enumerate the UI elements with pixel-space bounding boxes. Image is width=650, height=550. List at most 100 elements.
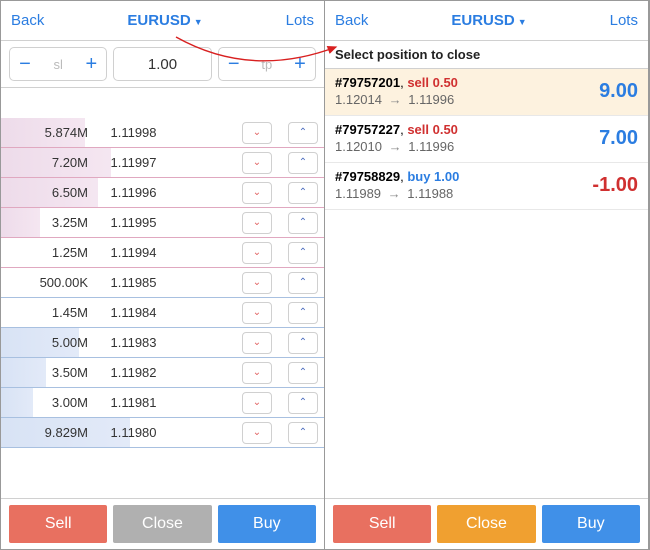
buy-button[interactable]: Buy — [218, 505, 316, 543]
row-buy-button[interactable]: ⌃ — [288, 302, 318, 324]
row-sell-button[interactable]: ⌄ — [242, 302, 272, 324]
row-buy-button[interactable]: ⌃ — [288, 272, 318, 294]
arrow-icon — [388, 186, 401, 201]
sell-button[interactable]: Sell — [9, 505, 107, 543]
row-sell-button[interactable]: ⌄ — [242, 122, 272, 144]
symbol-selector[interactable]: EURUSD — [127, 12, 202, 29]
depth-row-ask: 7.20M1.11997 ⌄ ⌃ — [1, 148, 324, 178]
volume-cell: 1.25M — [1, 245, 96, 260]
price-cell: 1.11982 — [96, 365, 171, 380]
position-info: #79758829, buy 1.001.11989 1.11988 — [335, 169, 592, 201]
sl-stepper: − sl + — [9, 47, 107, 81]
lots-button[interactable]: Lots — [610, 12, 638, 29]
sell-button[interactable]: Sell — [333, 505, 431, 543]
depth-row-bid: 9.829M1.11980⌄⌃ — [1, 418, 324, 448]
row-buy-button[interactable]: ⌃ — [288, 242, 318, 264]
chevron-down-icon: ⌄ — [253, 427, 261, 438]
chevron-up-icon: ⌃ — [299, 217, 307, 228]
chevron-down-icon: ⌄ — [253, 217, 261, 228]
tp-input[interactable]: tp — [249, 57, 285, 72]
sl-input[interactable]: sl — [40, 57, 76, 72]
volume-stepper: 1.00 — [113, 47, 211, 81]
row-sell-button[interactable]: ⌄ — [242, 422, 272, 444]
position-row[interactable]: #79757227, sell 0.501.12010 1.119967.00 — [325, 116, 648, 163]
volume-cell: 5.00M — [1, 335, 96, 350]
chevron-down-icon: ⌄ — [253, 157, 261, 168]
plus-icon[interactable]: + — [285, 49, 315, 79]
symbol-selector[interactable]: EURUSD — [451, 12, 526, 29]
volume-cell: 3.00M — [1, 395, 96, 410]
depth-row-ask: 6.50M1.11996⌄⌃ — [1, 178, 324, 208]
volume-input[interactable]: 1.00 — [114, 56, 210, 73]
price-cell: 1.11983 — [96, 335, 171, 350]
depth-row-ask: 1.25M1.11994 ⌄ ⌃ — [1, 238, 324, 268]
back-button[interactable]: Back — [11, 12, 44, 29]
position-pnl: 9.00 — [599, 80, 638, 103]
position-side: sell 0.50 — [407, 75, 458, 90]
chevron-up-icon: ⌃ — [299, 307, 307, 318]
chevron-down-icon: ⌄ — [253, 307, 261, 318]
chevron-down-icon: ⌄ — [253, 337, 261, 348]
row-sell-button[interactable]: ⌄ — [242, 332, 272, 354]
position-row[interactable]: #79758829, buy 1.001.11989 1.11988-1.00 — [325, 163, 648, 210]
top-bar: Back EURUSD Lots — [1, 1, 324, 41]
arrow-icon — [389, 139, 402, 154]
back-button[interactable]: Back — [335, 12, 368, 29]
chevron-down-icon: ⌄ — [253, 277, 261, 288]
position-side: sell 0.50 — [407, 122, 458, 137]
row-sell-button[interactable]: ⌄ — [242, 362, 272, 384]
row-sell-button[interactable]: ⌄ — [242, 242, 272, 264]
price-cell: 1.11984 — [96, 305, 171, 320]
bottom-bar: Sell Close Buy — [1, 498, 324, 549]
row-buy-button[interactable]: ⌃ — [288, 422, 318, 444]
tp-stepper: − tp + — [218, 47, 316, 81]
minus-icon[interactable]: − — [219, 49, 249, 79]
position-id: #79757201 — [335, 75, 400, 90]
depth-row-ask: 3.25M1.11995⌄⌃ — [1, 208, 324, 238]
position-row[interactable]: #79757201, sell 0.501.12014 1.119969.00 — [325, 69, 648, 116]
price-cell: 1.11997 — [96, 155, 171, 170]
order-pane: Back EURUSD Lots − sl + 1.00 − tp + 5.87… — [1, 1, 325, 549]
row-buy-button[interactable]: ⌃ — [288, 152, 318, 174]
close-button[interactable]: Close — [437, 505, 535, 543]
row-sell-button[interactable]: ⌄ — [242, 392, 272, 414]
row-buy-button[interactable]: ⌃ — [288, 122, 318, 144]
position-id: #79758829 — [335, 169, 400, 184]
lots-button[interactable]: Lots — [286, 12, 314, 29]
chevron-down-icon: ⌄ — [253, 397, 261, 408]
position-prices: 1.12010 1.11996 — [335, 139, 599, 154]
minus-icon[interactable]: − — [10, 49, 40, 79]
volume-cell: 3.25M — [1, 215, 96, 230]
row-buy-button[interactable]: ⌃ — [288, 212, 318, 234]
chevron-up-icon: ⌃ — [299, 187, 307, 198]
row-buy-button[interactable]: ⌃ — [288, 332, 318, 354]
chevron-up-icon: ⌃ — [299, 127, 307, 138]
chevron-up-icon: ⌃ — [299, 277, 307, 288]
row-sell-button[interactable]: ⌄ — [242, 272, 272, 294]
chevron-down-icon: ⌄ — [253, 127, 261, 138]
bottom-bar: Sell Close Buy — [325, 498, 648, 549]
depth-row-bid: 3.00M1.11981 ⌄ ⌃ — [1, 388, 324, 418]
positions-list: #79757201, sell 0.501.12014 1.119969.00#… — [325, 69, 648, 498]
price-cell: 1.11994 — [96, 245, 171, 260]
plus-icon[interactable]: + — [76, 49, 106, 79]
position-info: #79757201, sell 0.501.12014 1.11996 — [335, 75, 599, 107]
depth-row-ask: 5.874M1.11998⌄⌃ — [1, 118, 324, 148]
depth-row-bid: 500.00K1.11985⌄⌃ — [1, 268, 324, 298]
position-pnl: -1.00 — [592, 174, 638, 197]
row-sell-button[interactable]: ⌄ — [242, 212, 272, 234]
close-button[interactable]: Close — [113, 505, 211, 543]
row-buy-button[interactable]: ⌃ — [288, 392, 318, 414]
depth-row-bid: 5.00M1.11983 ⌄ ⌃ — [1, 328, 324, 358]
chevron-up-icon: ⌃ — [299, 397, 307, 408]
market-depth: 5.874M1.11998⌄⌃7.20M1.11997⌄⌃6.50M1.1199… — [1, 88, 324, 498]
volume-cell: 3.50M — [1, 365, 96, 380]
volume-cell: 7.20M — [1, 155, 96, 170]
chevron-up-icon: ⌃ — [299, 427, 307, 438]
row-sell-button[interactable]: ⌄ — [242, 152, 272, 174]
row-sell-button[interactable]: ⌄ — [242, 182, 272, 204]
row-buy-button[interactable]: ⌃ — [288, 182, 318, 204]
buy-button[interactable]: Buy — [542, 505, 640, 543]
row-buy-button[interactable]: ⌃ — [288, 362, 318, 384]
price-cell: 1.11981 — [96, 395, 171, 410]
